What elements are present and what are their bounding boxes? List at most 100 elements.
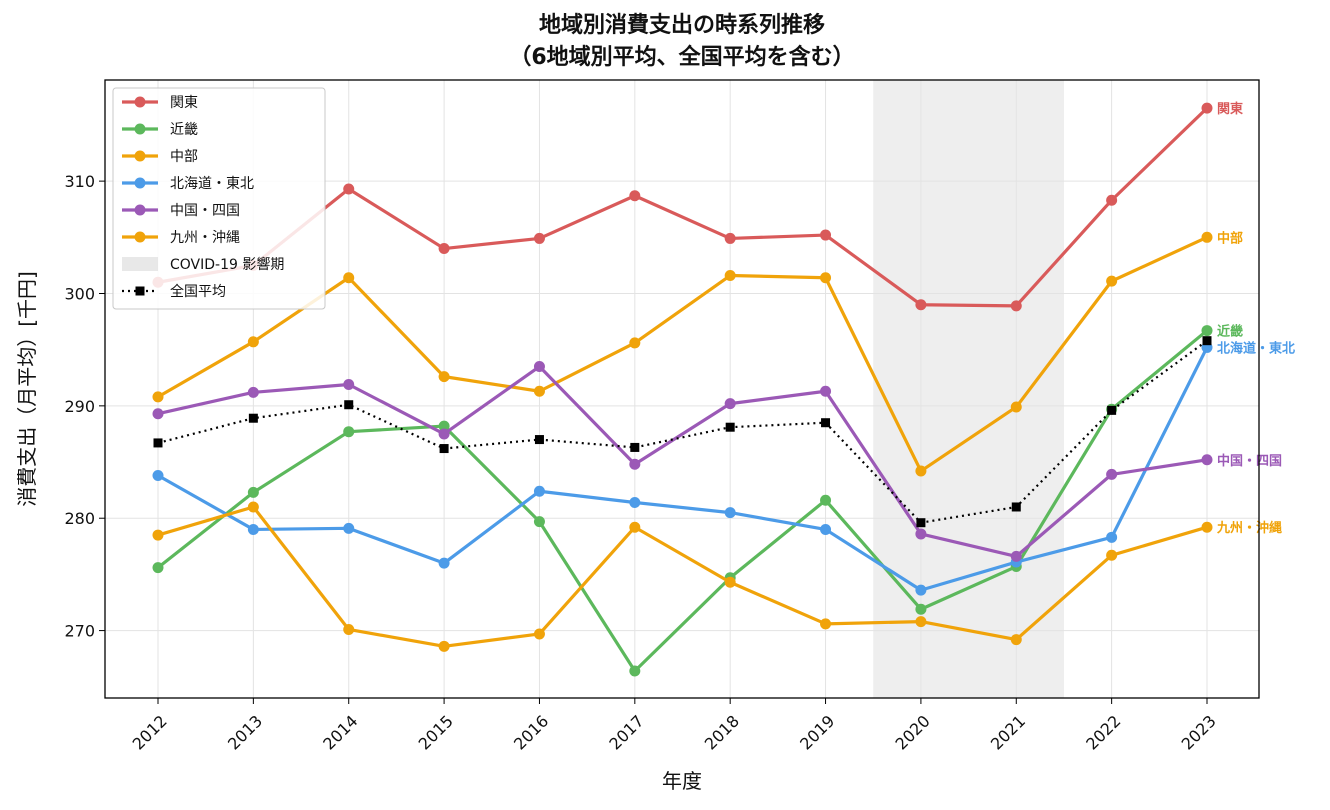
end-label: 近畿	[1217, 324, 1243, 340]
data-point	[1106, 468, 1118, 480]
legend-item: 関東	[122, 95, 198, 111]
data-point	[629, 190, 641, 202]
grid-layer	[105, 80, 1259, 698]
x-tick-label: 2014	[319, 711, 361, 753]
y-tick-label: 270	[64, 622, 95, 641]
data-point	[1201, 102, 1213, 114]
legend-label: 北海道・東北	[170, 176, 254, 192]
y-tick-label: 300	[64, 284, 95, 303]
data-point	[1202, 336, 1212, 346]
data-point	[533, 516, 545, 528]
data-point	[725, 422, 735, 432]
series-中国・四国	[152, 361, 1213, 562]
data-point	[629, 496, 641, 508]
legend-item: 北海道・東北	[122, 176, 254, 192]
data-point	[629, 665, 641, 677]
series-line	[157, 346, 1209, 592]
data-point	[1010, 550, 1022, 562]
x-tick-label: 2020	[892, 711, 934, 753]
x-tick-label: 2016	[510, 711, 552, 753]
x-tick-label: 2023	[1178, 711, 1220, 753]
x-axis-ticks: 2012 2013 2014 2015 2016 2017 2018 2019 2020 2021…	[129, 698, 1220, 754]
series-関東	[152, 102, 1213, 312]
legend-item: COVID-19 影響期	[122, 256, 284, 273]
data-point	[1011, 502, 1021, 512]
legend-marker	[134, 204, 146, 216]
end-label: 中国・四国	[1217, 453, 1282, 469]
data-point	[247, 486, 259, 498]
data-point	[820, 229, 832, 241]
series-北海道・東北	[152, 341, 1213, 596]
legend-label: 全国平均	[170, 283, 226, 300]
legend-item: 近畿	[122, 122, 198, 138]
legend-marker	[134, 177, 146, 189]
x-tick-label: 2012	[129, 711, 171, 753]
data-point	[820, 272, 832, 284]
legend-marker	[134, 96, 146, 108]
legend-label: 関東	[170, 95, 198, 111]
data-point	[915, 528, 927, 540]
legend-item: 中国・四国	[122, 203, 240, 219]
data-point	[344, 400, 354, 410]
series-layer	[152, 102, 1213, 677]
data-point	[1010, 300, 1022, 312]
data-point	[533, 628, 545, 640]
data-point	[247, 336, 259, 348]
data-point	[152, 562, 164, 574]
data-point	[343, 426, 355, 438]
end-label: 九州・沖縄	[1216, 520, 1282, 536]
data-point	[533, 232, 545, 244]
end-label: 関東	[1217, 101, 1243, 117]
legend-marker	[135, 286, 145, 296]
data-point	[343, 522, 355, 534]
data-point	[438, 640, 450, 652]
x-tick-label: 2018	[701, 711, 743, 753]
data-point	[438, 371, 450, 383]
data-point	[1106, 549, 1118, 561]
data-point	[247, 386, 259, 398]
legend-marker	[134, 123, 146, 135]
data-point	[533, 485, 545, 497]
data-point	[915, 465, 927, 477]
series-中部	[152, 231, 1213, 477]
data-point	[343, 183, 355, 195]
end-label: 北海道・東北	[1217, 340, 1295, 356]
data-point	[439, 444, 449, 454]
data-point	[248, 413, 258, 423]
x-tick-label: 2015	[415, 711, 457, 753]
data-point	[152, 408, 164, 420]
x-tick-label: 2021	[987, 711, 1029, 753]
data-point	[1201, 521, 1213, 533]
data-point	[152, 529, 164, 541]
data-point	[1010, 634, 1022, 646]
plot-frame	[104, 79, 1260, 699]
legend-label: 九州・沖縄	[170, 230, 240, 246]
legend-marker	[134, 231, 146, 243]
series-九州・沖縄	[152, 501, 1213, 652]
legend-swatch	[122, 257, 158, 271]
legend-item: 全国平均	[122, 283, 226, 300]
end-label: 中部	[1217, 230, 1243, 246]
data-point	[247, 523, 259, 535]
data-point	[438, 243, 450, 255]
x-tick-label: 2022	[1082, 711, 1124, 753]
series-line	[157, 329, 1209, 673]
data-point	[820, 523, 832, 535]
data-point	[916, 518, 926, 528]
data-point	[438, 428, 450, 440]
legend-label: 中部	[170, 149, 198, 165]
x-tick-label: 2019	[796, 711, 838, 753]
y-axis-ticks: 270 280 290 300 310	[64, 172, 105, 641]
data-point	[438, 557, 450, 569]
legend-item: 九州・沖縄	[122, 230, 240, 246]
data-point	[152, 470, 164, 482]
y-axis-label: 消費支出（月平均）[千円]	[15, 271, 39, 507]
data-point	[820, 385, 832, 397]
chart-title: 地域別消費支出の時系列推移	[539, 12, 825, 38]
series-全国平均	[153, 336, 1212, 528]
shaded-region	[873, 80, 1064, 698]
data-point	[343, 623, 355, 635]
data-point	[152, 391, 164, 403]
